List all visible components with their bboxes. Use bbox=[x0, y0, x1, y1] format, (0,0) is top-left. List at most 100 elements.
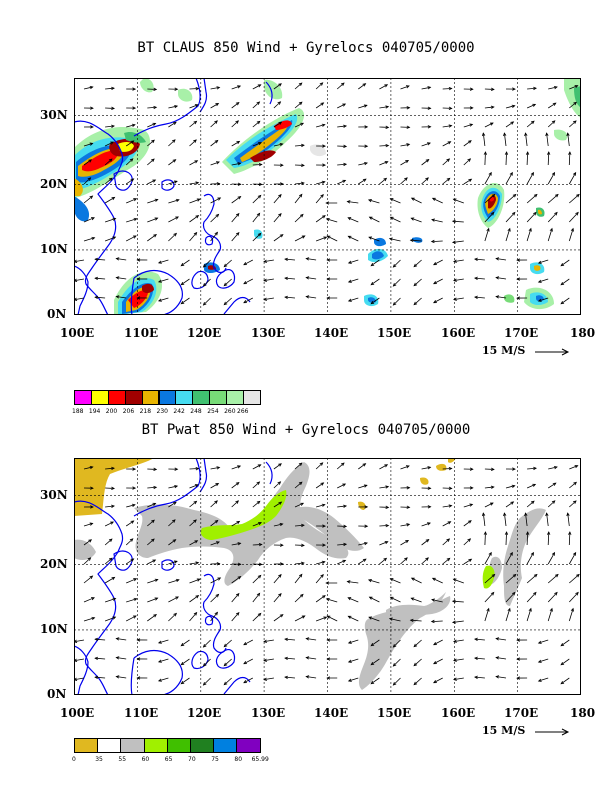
wind-vector bbox=[337, 505, 347, 508]
wind-vector bbox=[210, 520, 218, 527]
wind-vector bbox=[74, 278, 85, 282]
wind-vector bbox=[348, 278, 359, 283]
wind-vector bbox=[526, 531, 529, 546]
legend-color-box bbox=[190, 738, 215, 753]
lon-label-140e: 140E bbox=[314, 706, 349, 720]
wind-vector-head bbox=[511, 591, 516, 596]
wind-vector bbox=[496, 676, 507, 679]
wind-vector-head bbox=[560, 300, 565, 305]
wind-vector-head bbox=[133, 198, 138, 202]
wind-vector-head bbox=[257, 194, 262, 199]
wind-vector-head bbox=[235, 101, 240, 106]
wind-vector bbox=[568, 172, 577, 185]
wind-vector-head bbox=[256, 212, 261, 217]
wind-vector bbox=[370, 677, 380, 685]
wind-vector bbox=[231, 232, 240, 242]
wind-vector-head bbox=[483, 531, 488, 535]
wind-vector bbox=[168, 139, 176, 147]
wind-vector-head bbox=[507, 607, 511, 612]
wind-vector bbox=[463, 178, 472, 185]
wind-vector bbox=[83, 597, 95, 603]
wind-vector bbox=[348, 677, 359, 682]
panel-1-title: BT CLAUS 850 Wind + Gyrelocs 040705/0000 bbox=[137, 40, 475, 56]
wind-vector bbox=[547, 482, 557, 489]
wind-vector-head bbox=[405, 465, 410, 469]
wind-vector-head bbox=[404, 177, 408, 181]
wind-vector bbox=[525, 513, 528, 527]
wind-vector-head bbox=[342, 559, 347, 563]
wind-vector-head bbox=[180, 300, 185, 305]
wind-vector bbox=[315, 102, 324, 109]
wind-vector bbox=[231, 141, 240, 147]
wind-vector-head bbox=[157, 659, 162, 663]
wind-vector-head bbox=[214, 120, 218, 124]
legend-label: 75 bbox=[211, 756, 219, 763]
wind-vector-head bbox=[175, 578, 180, 583]
legend-color-box bbox=[107, 390, 126, 405]
wind-vector-head bbox=[430, 239, 435, 244]
wind-vector bbox=[484, 502, 494, 508]
wind-vector-head bbox=[136, 296, 141, 300]
wind-vector-head bbox=[347, 659, 352, 663]
wind-vector-head bbox=[370, 661, 375, 666]
wind-vector bbox=[337, 163, 347, 166]
wind-vector-head bbox=[453, 677, 457, 681]
wind-vector-head bbox=[326, 258, 331, 262]
lon-label-170e: 170E bbox=[504, 326, 539, 340]
wind-vector bbox=[158, 259, 169, 264]
wind-vector-head bbox=[258, 142, 262, 146]
wind-vector bbox=[526, 552, 534, 565]
wind-vector bbox=[560, 658, 570, 666]
wind-vector-head bbox=[152, 559, 157, 563]
wind-vector-head bbox=[278, 573, 282, 578]
wind-vector-head bbox=[474, 257, 478, 261]
wind-vector-head bbox=[89, 575, 94, 579]
wind-vector-head bbox=[533, 573, 538, 578]
wind-vector bbox=[538, 658, 549, 663]
wind-vector bbox=[569, 465, 578, 470]
wind-vector-head bbox=[223, 662, 228, 667]
wind-vector bbox=[189, 612, 197, 622]
wind-vector bbox=[326, 218, 338, 223]
wind-vector-head bbox=[88, 159, 93, 163]
wind-vector-head bbox=[279, 614, 284, 618]
wind-vector-head bbox=[215, 483, 220, 487]
wind-vector-head bbox=[406, 143, 411, 147]
wind-vector-head bbox=[425, 158, 430, 163]
wind-vector bbox=[74, 639, 85, 643]
wind-vector bbox=[526, 500, 535, 508]
wind-vector-head bbox=[468, 140, 472, 144]
wind-vector-head bbox=[551, 120, 556, 124]
wind-vector bbox=[463, 140, 472, 147]
legend-color-box bbox=[213, 738, 238, 753]
wind-vector-head bbox=[215, 213, 220, 218]
wind-vector-head bbox=[193, 500, 198, 505]
wind-vector bbox=[463, 558, 472, 565]
wind-vector bbox=[116, 277, 127, 280]
wind-vector bbox=[243, 278, 253, 285]
wind-vector bbox=[442, 468, 452, 470]
wind-vector bbox=[223, 297, 232, 305]
wind-vector bbox=[210, 232, 218, 242]
wind-vector-head bbox=[305, 295, 310, 299]
wind-vector bbox=[285, 657, 296, 660]
legend-label: 218 bbox=[139, 408, 152, 415]
wind-vector-head bbox=[136, 657, 141, 661]
wind-vector bbox=[505, 574, 517, 584]
wind-vector bbox=[294, 594, 304, 603]
wind-vector bbox=[433, 297, 443, 303]
wind-vector bbox=[95, 657, 106, 660]
wind-vector-head bbox=[172, 139, 176, 143]
wind-vector-head bbox=[130, 140, 135, 144]
wind-vector-head bbox=[301, 615, 306, 619]
legend-label: 206 bbox=[122, 408, 135, 415]
wind-vector-head bbox=[528, 607, 532, 612]
wind-vector-head bbox=[300, 561, 305, 565]
wind-vector-head bbox=[90, 486, 94, 490]
wind-vector-head bbox=[553, 85, 558, 90]
wind-vector bbox=[538, 297, 549, 302]
wind-vector-head bbox=[363, 484, 368, 488]
wind-vector bbox=[147, 519, 155, 527]
wind-vector-head bbox=[174, 87, 179, 91]
wind-vector-head bbox=[214, 519, 219, 524]
